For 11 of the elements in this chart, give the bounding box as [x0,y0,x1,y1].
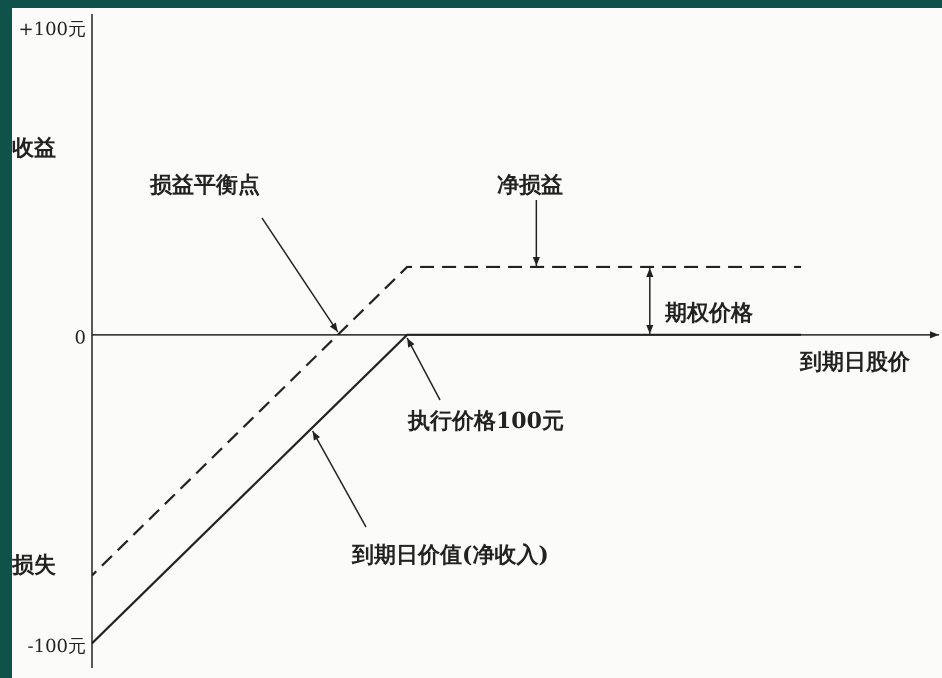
annotation: 损失 [11,552,56,578]
annotation: 执行价格100元 [407,408,564,434]
y-tick-label: -100元 [28,636,86,657]
x-axis-title: 到期日股价 [799,348,911,375]
annotation: 到期日价值(净收入) [351,542,549,568]
y-tick-label: 0 [74,327,86,348]
annotation: 收益 [12,135,56,161]
annotation: 净损益 [497,172,563,198]
y-tick-label: +100元 [18,18,86,40]
annotation: 损益平衡点 [149,172,260,198]
annotation: 期权价格 [664,300,754,326]
